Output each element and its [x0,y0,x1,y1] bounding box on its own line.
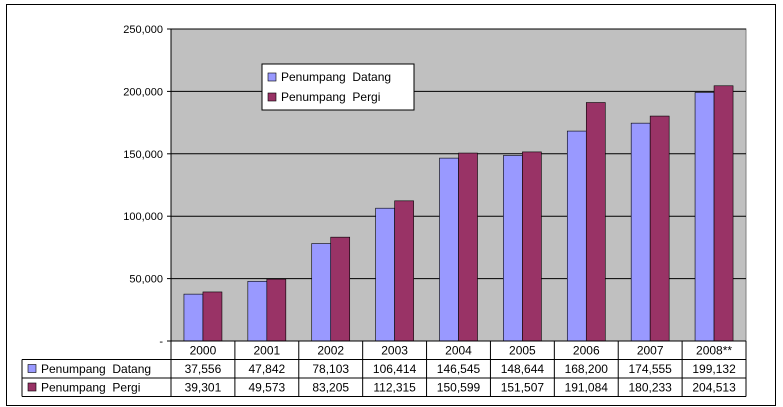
data-label: 47,842 [248,362,285,376]
bar-pergi [202,291,223,342]
category-label: 2003 [381,344,408,358]
bar-datang [247,280,268,342]
data-label: 49,573 [248,381,285,395]
category-label: 2006 [573,344,600,358]
category-label: 2005 [509,344,536,358]
bar-datang [183,293,204,342]
table-legend-key [27,364,37,373]
data-label: 37,556 [185,362,222,376]
bar-pergi [394,200,414,342]
table-series-name: Penumpang Datang [41,362,151,376]
bar-datang [375,207,395,342]
bar-pergi [713,85,734,342]
legend [261,63,415,111]
bar-pergi [266,278,287,342]
data-label: 204,513 [692,381,736,395]
data-label: 168,200 [565,362,609,376]
bar-datang [503,155,523,342]
legend-key [267,92,277,102]
category-label: 2000 [190,344,217,358]
data-label: 148,644 [501,362,545,376]
bar-pergi [649,115,670,342]
category-label: 2001 [253,344,280,358]
table-legend-key [27,382,37,392]
y-tick-label: 200,000 [123,86,163,98]
y-tick-label: 50,000 [129,274,163,286]
y-tick-label: 150,000 [123,149,163,161]
table-series-name: Penumpang Pergi [41,381,140,395]
data-label: 146,545 [437,362,481,376]
data-label: 151,507 [501,381,545,395]
category-label: 2007 [637,344,664,358]
data-label: 78,103 [312,362,349,376]
bar-datang [439,157,459,342]
bar-datang [694,92,715,342]
y-tick-label: 100,000 [123,211,163,223]
bar-datang [630,122,651,342]
data-label: 106,414 [373,362,417,376]
bar-pergi [458,152,478,342]
data-label: 83,205 [312,381,349,395]
data-label: 180,233 [628,381,672,395]
data-label: 191,084 [565,381,609,395]
legend-label: Penumpang Datang [281,70,391,84]
category-label: 2004 [445,344,472,358]
legend-key [267,72,277,82]
category-label: 2002 [317,344,344,358]
bar-pergi [585,102,606,342]
y-tick-label: 250,000 [123,24,163,36]
data-label: 174,555 [628,362,672,376]
data-label: 112,315 [373,381,416,395]
bar-pergi [522,151,542,342]
bar-datang [311,243,332,342]
data-label: 39,301 [185,381,222,395]
category-label: 2008** [696,344,732,358]
data-label: 199,132 [692,362,736,376]
y-tick-label: - [159,336,163,348]
bar-pergi [330,236,351,342]
legend-label: Penumpang Pergi [281,90,380,104]
bar-datang [566,130,587,342]
data-label: 150,599 [437,381,481,395]
